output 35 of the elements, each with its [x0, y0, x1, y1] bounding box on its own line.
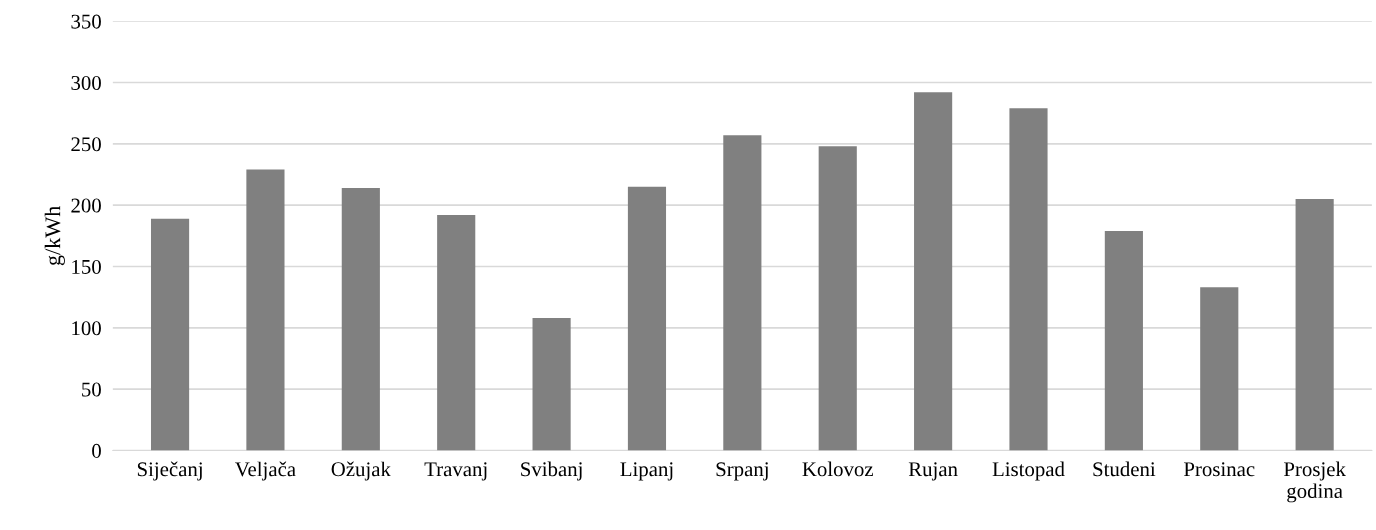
x-tick-label: Veljača — [235, 461, 296, 481]
x-tick-label: Lipanj — [620, 462, 673, 481]
x-tick-label: Svibanj — [521, 461, 582, 481]
bar — [627, 186, 667, 451]
x-tick-label: Prosinac — [1183, 462, 1255, 477]
x-tick-label: Rujan — [908, 462, 958, 481]
bar — [532, 318, 571, 451]
bar — [1295, 199, 1334, 451]
x-tick-label: Siječanj — [137, 461, 202, 481]
y-tick-label: 300 — [71, 75, 101, 90]
bar — [914, 92, 953, 451]
x-tick-label: Kolovoz — [802, 461, 874, 477]
bar — [818, 146, 857, 451]
x-tick-label: Travanj — [424, 462, 487, 481]
y-tick-label: 250 — [71, 137, 101, 152]
y-tick-label: 0 — [92, 443, 101, 458]
y-tick-label: 100 — [72, 321, 101, 336]
x-tick-label: Studeni — [1093, 461, 1156, 477]
y-tick-label: 200 — [71, 198, 101, 213]
bar — [1200, 287, 1239, 451]
bar — [723, 135, 762, 451]
bar — [437, 215, 476, 451]
y-tick-label: 50 — [82, 382, 101, 397]
bar — [1104, 230, 1143, 451]
y-axis-title: g/kWh — [44, 205, 65, 266]
y-tick-label: 350 — [71, 14, 101, 29]
bar — [1009, 108, 1048, 451]
x-tick-label: Prosjek godina — [1283, 461, 1346, 503]
bar — [150, 218, 190, 451]
x-tick-label: Ožujak — [331, 461, 391, 481]
bar — [246, 169, 285, 451]
bar — [341, 188, 380, 451]
y-tick-label: 150 — [72, 259, 101, 274]
x-tick-label: Srpanj — [716, 462, 768, 481]
x-tick-label: Listopad — [992, 461, 1065, 481]
